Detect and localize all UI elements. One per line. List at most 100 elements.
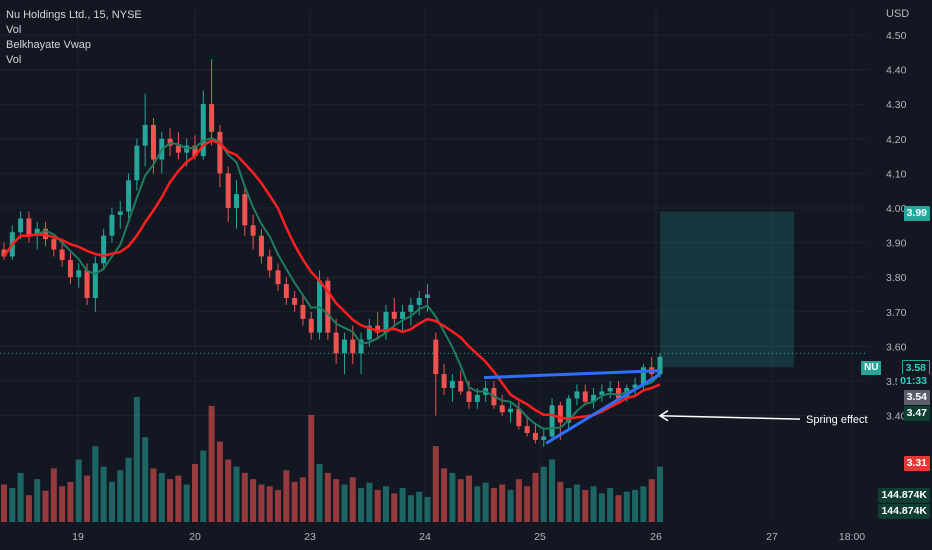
- volume-bar-22: [183, 484, 190, 522]
- y-tick-label-4: 3.80: [886, 272, 907, 284]
- volume-bar-68: [565, 488, 572, 522]
- candle-body-65: [541, 436, 547, 440]
- volume-bar-4: [34, 479, 41, 522]
- candle-body-63: [524, 426, 530, 433]
- candle-body-41: [341, 339, 347, 354]
- volume-bar-8: [67, 481, 74, 522]
- legend-vwap[interactable]: Belkhayate Vwap: [6, 39, 91, 51]
- volume-bar-71: [590, 486, 597, 522]
- volume-bar-29: [241, 472, 248, 522]
- volume-bar-74: [615, 495, 622, 522]
- volume-bar-42: [349, 477, 356, 522]
- x-tick-label-1: 20: [189, 531, 201, 543]
- candle-body-4: [34, 228, 40, 236]
- candle-body-6: [51, 239, 57, 250]
- candle-body-17: [142, 124, 148, 146]
- legend-title[interactable]: Nu Holdings Ltd., 15, NYSE: [6, 9, 142, 21]
- candle-body-56: [466, 391, 472, 402]
- candle-body-13: [109, 214, 115, 236]
- volume-bar-30: [250, 479, 257, 522]
- volume-bar-63: [524, 486, 531, 522]
- candle-body-8: [67, 259, 73, 278]
- volume-bar-78: [648, 479, 655, 522]
- y-tick-label-10: 4.40: [886, 65, 907, 77]
- volume-bar-46: [382, 486, 389, 522]
- candle-body-44: [366, 325, 372, 340]
- volume-bar-0: [1, 484, 7, 522]
- candle-body-33: [275, 270, 281, 285]
- price-tag-354: 3.54: [903, 390, 930, 405]
- symbol-tag: NU: [861, 361, 882, 375]
- x-tick-label-3: 24: [419, 531, 431, 543]
- volume-bar-62: [515, 479, 522, 522]
- vwap-lines: [2, 137, 661, 430]
- candle-body-50: [416, 298, 422, 305]
- candle-body-40: [333, 332, 339, 354]
- candle-body-14: [117, 211, 123, 215]
- volume-bar-77: [640, 486, 647, 522]
- volume-bar-17: [142, 437, 149, 522]
- currency-label[interactable]: USD: [886, 8, 910, 20]
- candle-body-60: [499, 405, 505, 413]
- volume-bar-15: [125, 457, 132, 522]
- x-tick-label-4: 25: [534, 531, 546, 543]
- volume-bar-48: [399, 488, 406, 522]
- volume-bars: [1, 397, 663, 522]
- volume-bar-32: [266, 486, 273, 522]
- volume-bar-3: [25, 495, 32, 522]
- legend-vol-2[interactable]: Vol: [6, 54, 22, 66]
- volume-bar-54: [449, 472, 456, 522]
- volume-bar-9: [75, 459, 82, 522]
- volume-bar-40: [333, 479, 340, 522]
- y-tick-label-0: 3.40: [886, 411, 907, 423]
- volume-bar-65: [540, 466, 547, 522]
- y-tick-label-3: 3.70: [886, 307, 907, 319]
- trendline-lower: [545, 372, 661, 445]
- volume-bar-16: [133, 397, 140, 522]
- volume-bar-11: [92, 446, 99, 522]
- volume-bar-27: [225, 459, 232, 522]
- vwap-red-line: [2, 139, 661, 421]
- take-profit-zone: [660, 211, 794, 368]
- spring-arrow-head: [658, 410, 669, 422]
- volume-bar-53: [441, 468, 448, 522]
- vwap-green-line: [3, 137, 661, 430]
- volume-bar-31: [258, 484, 265, 522]
- legend-vol[interactable]: Vol: [6, 24, 22, 36]
- volume-bar-47: [391, 493, 398, 522]
- volume-bar-14: [117, 470, 124, 522]
- volume-bar-60: [499, 484, 506, 522]
- countdown-tag: 01:33: [897, 374, 930, 389]
- volume-bar-26: [216, 441, 223, 522]
- candlesticks: [1, 59, 663, 447]
- candle-body-53: [441, 374, 447, 388]
- volume-bar-75: [623, 491, 630, 522]
- spring-effect-label: Spring effect: [806, 414, 868, 426]
- volume-tag-2: 144.874K: [878, 504, 930, 519]
- candle-body-31: [258, 235, 264, 257]
- candle-body-47: [391, 311, 397, 319]
- candle-body-12: [101, 235, 107, 264]
- candle-body-15: [126, 180, 132, 212]
- x-tick-label-6: 27: [766, 531, 778, 543]
- x-tick-label-2: 23: [304, 531, 316, 543]
- candle-body-74: [615, 388, 621, 399]
- candle-body-43: [358, 339, 364, 354]
- candle-body-45: [375, 325, 381, 333]
- candle-body-79: [657, 356, 663, 375]
- x-tick-label-0: 19: [72, 531, 84, 543]
- y-tick-label-2: 3.60: [886, 341, 907, 353]
- volume-bar-57: [474, 486, 481, 522]
- candle-body-68: [566, 398, 572, 423]
- volume-bar-5: [42, 490, 49, 522]
- position-zones: [0, 211, 868, 368]
- volume-bar-34: [283, 470, 290, 522]
- volume-bar-35: [291, 481, 298, 522]
- price-tag-347: 3.47: [903, 406, 930, 421]
- candle-body-30: [250, 225, 256, 236]
- candle-body-49: [408, 304, 414, 312]
- volume-bar-41: [341, 484, 348, 522]
- volume-bar-25: [208, 405, 215, 522]
- volume-bar-45: [374, 489, 381, 522]
